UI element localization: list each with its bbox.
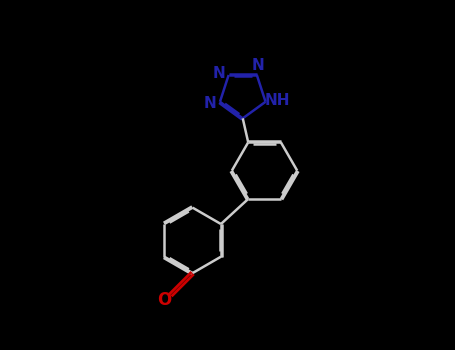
Text: N: N [252, 58, 264, 73]
Text: O: O [157, 292, 171, 309]
Text: N: N [212, 66, 225, 81]
Text: NH: NH [265, 93, 290, 108]
Text: N: N [204, 96, 217, 111]
